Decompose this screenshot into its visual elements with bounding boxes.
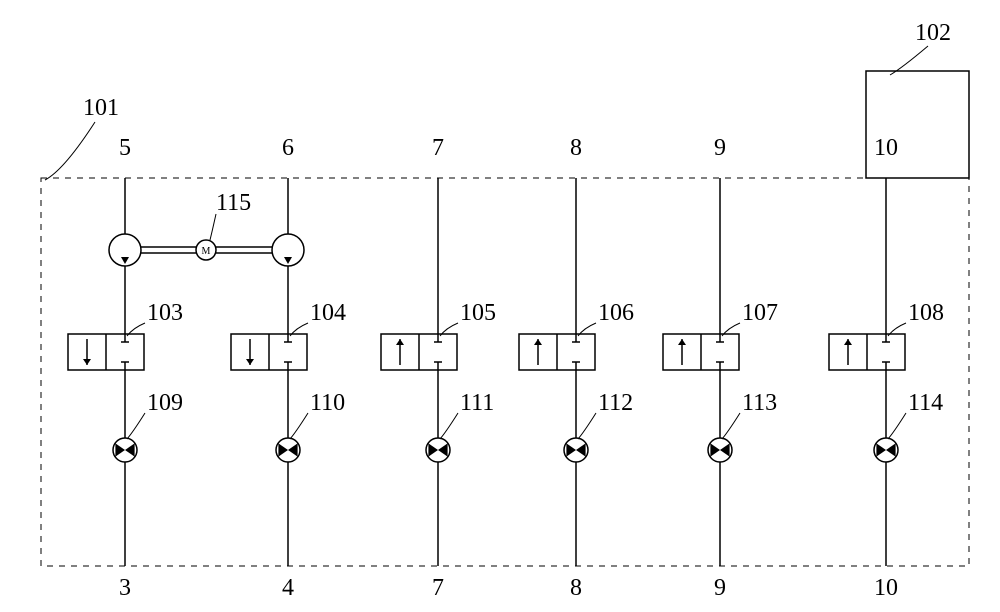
system-boundary [41, 178, 969, 566]
svg-text:110: 110 [310, 390, 345, 416]
leader-flow [888, 413, 906, 439]
leader-flow [578, 413, 596, 439]
diagram-canvas: 56789103478910M1151031041051061071081091… [0, 0, 1000, 612]
svg-text:101: 101 [83, 95, 119, 121]
svg-text:106: 106 [598, 300, 634, 326]
svg-text:7: 7 [432, 135, 444, 161]
svg-text:108: 108 [908, 300, 944, 326]
svg-text:109: 109 [147, 390, 183, 416]
valve-arrow [678, 339, 686, 345]
svg-text:114: 114 [908, 390, 943, 416]
svg-text:6: 6 [282, 135, 294, 161]
leader-flow [440, 413, 458, 439]
svg-text:M: M [202, 246, 211, 257]
svg-text:9: 9 [714, 135, 726, 161]
leader-flow [127, 413, 145, 439]
svg-text:111: 111 [460, 390, 494, 416]
svg-text:7: 7 [432, 575, 444, 601]
valve-arrow [396, 339, 404, 345]
svg-text:112: 112 [598, 390, 633, 416]
pump-arrow [121, 257, 129, 264]
leader-flow [290, 413, 308, 439]
svg-text:3: 3 [119, 575, 131, 601]
svg-text:105: 105 [460, 300, 496, 326]
svg-text:10: 10 [874, 135, 898, 161]
svg-text:103: 103 [147, 300, 183, 326]
svg-text:8: 8 [570, 135, 582, 161]
svg-text:102: 102 [915, 20, 951, 46]
leader-115 [210, 214, 216, 240]
leader-flow [722, 413, 740, 439]
svg-text:5: 5 [119, 135, 131, 161]
svg-text:8: 8 [570, 575, 582, 601]
valve-arrow [246, 359, 254, 365]
svg-text:115: 115 [216, 190, 251, 216]
valve-arrow [844, 339, 852, 345]
valve-arrow [83, 359, 91, 365]
controller-box [866, 71, 969, 178]
svg-text:4: 4 [282, 575, 294, 601]
valve-arrow [534, 339, 542, 345]
pump-arrow [284, 257, 292, 264]
svg-text:104: 104 [310, 300, 346, 326]
svg-text:113: 113 [742, 390, 777, 416]
svg-text:107: 107 [742, 300, 778, 326]
leader-101 [45, 122, 95, 180]
svg-text:10: 10 [874, 575, 898, 601]
svg-text:9: 9 [714, 575, 726, 601]
